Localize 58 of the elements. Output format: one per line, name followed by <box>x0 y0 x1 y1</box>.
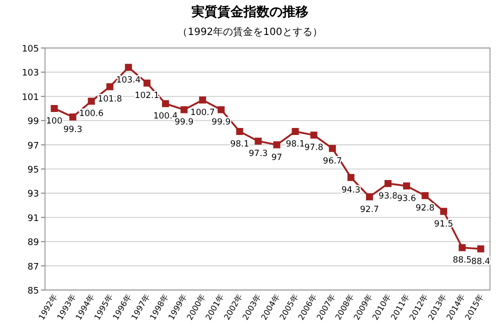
y-tick-label: 85 <box>28 286 39 296</box>
data-label: 100.6 <box>79 109 104 120</box>
chart-title: 実質賃金指数の推移 <box>190 4 308 20</box>
data-label: 88.4 <box>471 256 490 267</box>
point <box>292 128 299 135</box>
y-tick-label: 99 <box>28 117 40 128</box>
y-tick-label: 95 <box>28 166 39 176</box>
y-tick-label: 89 <box>28 238 40 248</box>
point <box>88 98 95 105</box>
y-tick-label: 91 <box>28 214 39 224</box>
data-label: 93.6 <box>397 194 416 204</box>
point <box>106 83 114 90</box>
point <box>218 106 225 114</box>
point <box>236 128 244 135</box>
y-tick-label: 103 <box>22 68 39 79</box>
point <box>384 180 392 188</box>
point <box>273 141 280 148</box>
data-label: 97.3 <box>248 149 268 160</box>
y-tick-label: 87 <box>28 262 39 272</box>
data-label: 98.1 <box>286 139 305 150</box>
point <box>50 105 58 112</box>
data-label: 99.9 <box>212 118 231 128</box>
point <box>477 245 484 252</box>
chart-subtitle: （1992年の賃金を100とする） <box>178 26 322 38</box>
point <box>143 80 150 87</box>
point <box>347 174 354 181</box>
data-label: 92.8 <box>416 204 435 214</box>
point <box>199 96 206 104</box>
point <box>124 64 132 71</box>
point <box>403 182 410 190</box>
data-label: 103.4 <box>116 75 141 86</box>
data-label: 97 <box>271 152 282 163</box>
point <box>440 208 448 215</box>
point <box>328 144 336 152</box>
point <box>180 106 188 114</box>
data-label: 93.8 <box>378 192 398 202</box>
point <box>366 193 373 200</box>
point <box>69 113 76 120</box>
data-label: 98.1 <box>230 139 250 150</box>
data-label: 99.9 <box>174 118 194 128</box>
y-tick-label: 105 <box>22 44 39 54</box>
y-tick-label: 93 <box>28 190 39 200</box>
point <box>422 192 429 200</box>
data-label: 101.8 <box>98 94 122 105</box>
point <box>458 244 466 252</box>
data-label: 92.7 <box>360 204 379 215</box>
data-label: 100 <box>46 116 62 126</box>
data-label: 102.1 <box>134 91 160 102</box>
y-tick-label: 97 <box>28 141 39 152</box>
data-label: 100.7 <box>190 108 215 118</box>
data-label: 94.3 <box>341 185 360 196</box>
point <box>254 138 262 145</box>
point <box>310 132 318 139</box>
data-label: 88.5 <box>452 256 472 266</box>
data-label: 99.3 <box>63 124 82 135</box>
point <box>162 100 170 108</box>
data-label: 97.8 <box>304 143 324 154</box>
y-tick-label: 101 <box>22 92 39 103</box>
